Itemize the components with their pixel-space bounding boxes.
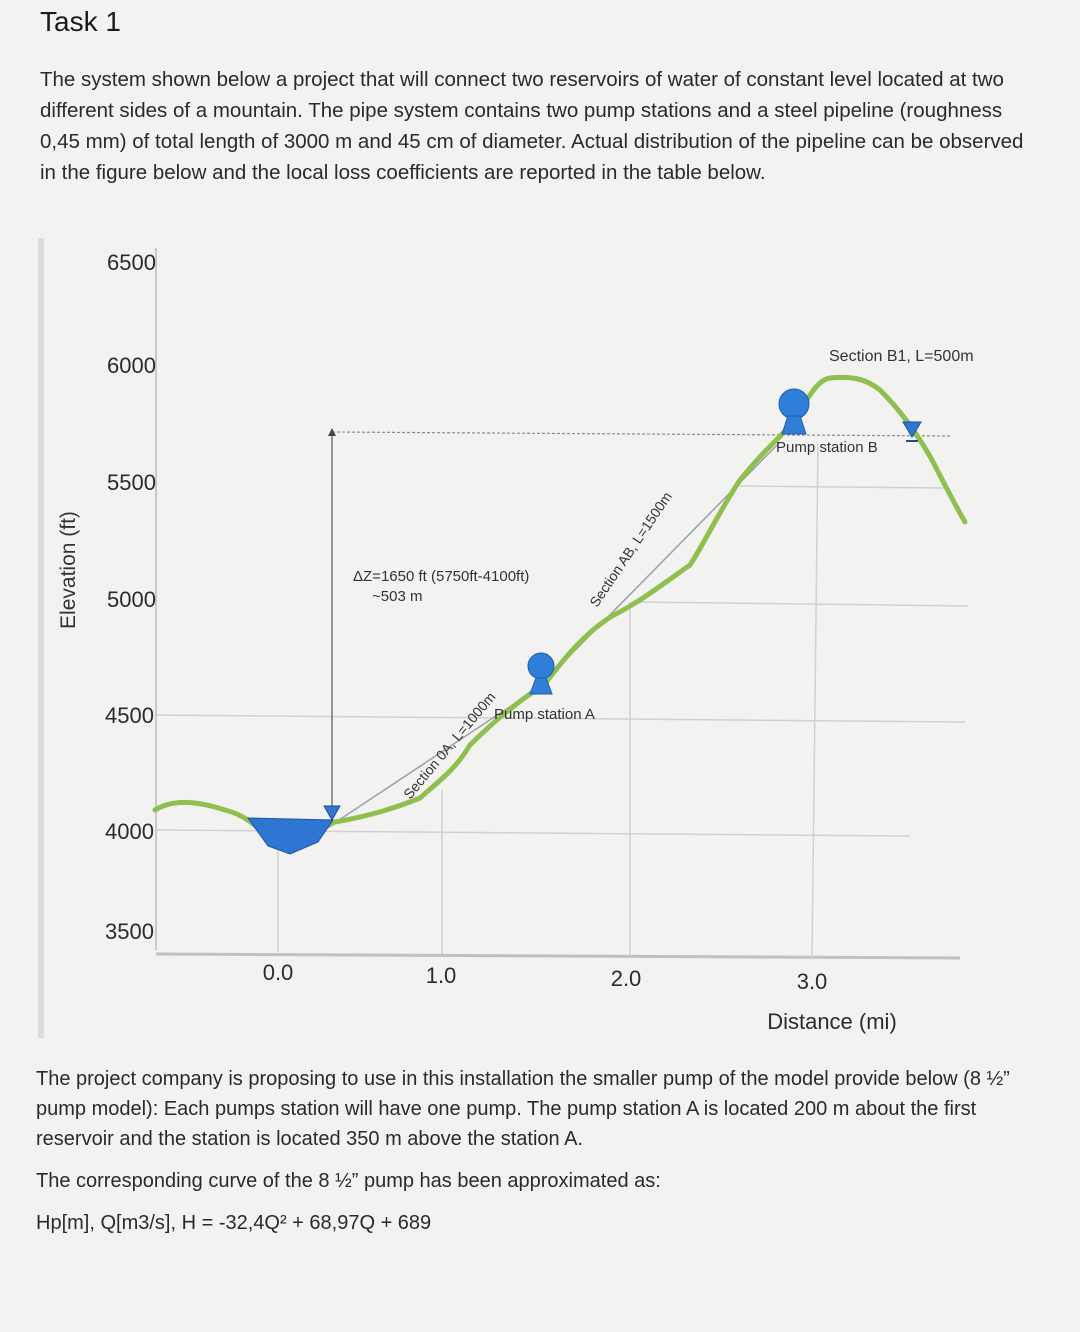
y-tick: 4500 [105, 703, 154, 728]
elevation-profile-figure: 6500 6000 5500 5000 4500 4000 3500 0.0 1… [0, 230, 1080, 1050]
x-axis-label: Distance (mi) [767, 1009, 897, 1034]
y-tick: 4000 [105, 819, 154, 844]
page-title: Task 1 [40, 6, 121, 37]
vertical-gridlines [277, 443, 819, 959]
intro-text: The system shown below a project that wi… [40, 68, 1024, 184]
bottom-text: The project company is proposing to use … [36, 1064, 1036, 1238]
x-tick-labels: 0.0 1.0 2.0 3.0 [263, 960, 828, 994]
x-axis-line [155, 952, 961, 960]
y-tick: 3500 [105, 919, 154, 944]
left-axis-band [38, 238, 44, 1038]
y-tick: 5500 [107, 470, 156, 495]
x-tick: 3.0 [797, 969, 828, 994]
x-tick: 1.0 [426, 963, 457, 988]
pump-station-b-icon [778, 388, 810, 435]
pump-curve-equation: Hp[m], Q[m3/s], H = -32,4Q² + 68,97Q + 6… [36, 1212, 432, 1234]
y-tick: 6000 [107, 353, 156, 378]
section-0a-label: Section 0A, L=1000m [400, 689, 499, 802]
section-ab-label: Section AB, L=1500m [586, 489, 675, 610]
elevation-profile-svg: 6500 6000 5500 5000 4500 4000 3500 0.0 1… [38, 238, 974, 1038]
deltaz-top-line [331, 431, 951, 437]
y-tick: 6500 [107, 250, 156, 275]
section-b1-label: Section B1, L=500m [829, 348, 974, 365]
reservoir-2-level-marker [902, 421, 922, 438]
y-tick: 5000 [107, 587, 156, 612]
reservoir-1 [247, 817, 334, 855]
x-tick: 0.0 [263, 960, 294, 985]
pump-proposal-paragraph: The project company is proposing to use … [36, 1068, 1010, 1150]
pump-station-a-icon [527, 652, 555, 695]
y-tick-labels: 6500 6000 5500 5000 4500 4000 3500 [105, 250, 156, 944]
x-tick: 2.0 [611, 966, 642, 991]
y-axis-label: Elevation (ft) [57, 511, 80, 629]
deltaz-label-line1: ΔZ=1650 ft (5750ft-4100ft) [353, 568, 529, 585]
deltaz-arrow-up [328, 428, 336, 436]
intro-paragraph: The system shown below a project that wi… [40, 64, 1025, 188]
pipeline-line [329, 441, 781, 827]
pump-a-label: Pump station A [494, 706, 595, 723]
reservoir-1-level-marker [323, 805, 341, 822]
pump-b-label: Pump station B [776, 439, 878, 456]
deltaz-label-line2: ~503 m [372, 588, 422, 605]
pump-curve-intro: The corresponding curve of the 8 ½” pump… [36, 1170, 661, 1192]
